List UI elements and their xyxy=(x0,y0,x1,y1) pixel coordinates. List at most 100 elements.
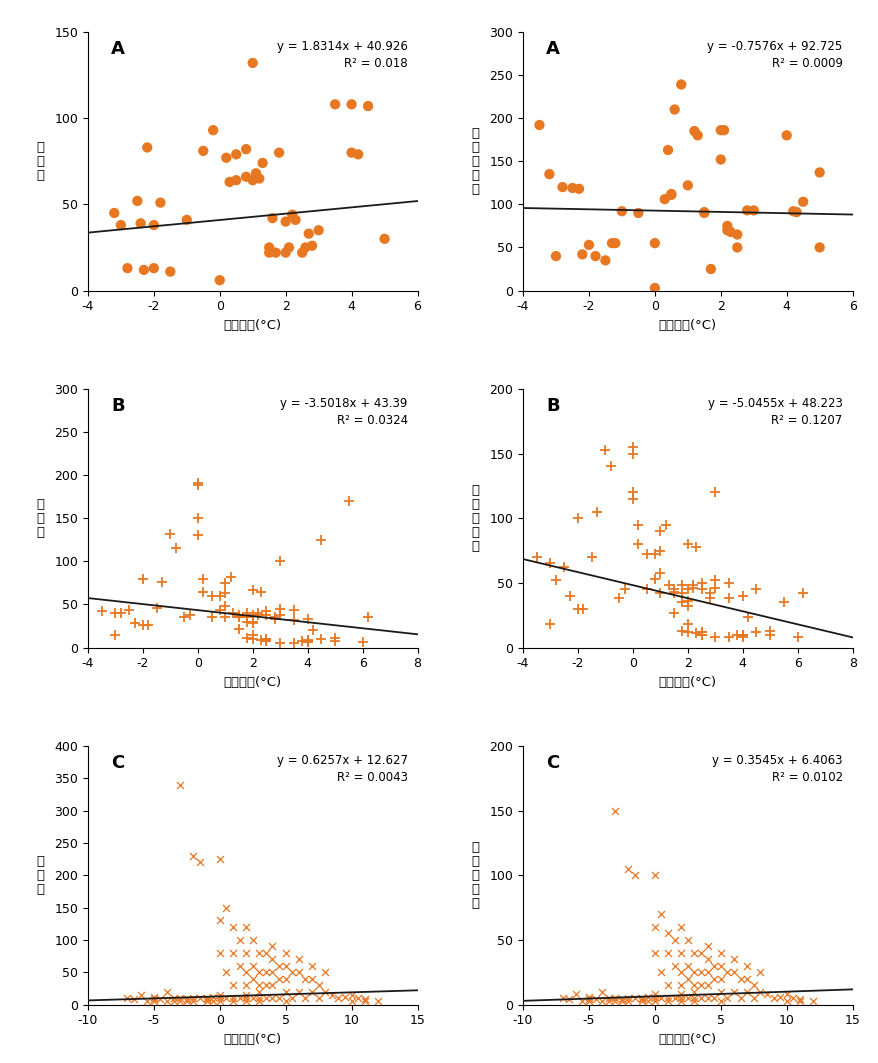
Point xyxy=(212,272,227,289)
Point xyxy=(220,990,234,1007)
Point xyxy=(218,609,232,626)
Point xyxy=(344,993,358,1010)
Point xyxy=(745,202,759,219)
Point xyxy=(647,546,661,563)
Point xyxy=(532,117,546,134)
Point xyxy=(155,574,169,591)
Point xyxy=(795,585,810,602)
Point xyxy=(730,239,744,256)
Point xyxy=(700,964,714,981)
Point xyxy=(660,990,674,1007)
Point xyxy=(702,585,716,602)
Point xyxy=(735,628,749,645)
Point xyxy=(647,944,661,961)
Point xyxy=(357,991,371,1008)
Point xyxy=(176,609,191,626)
Point xyxy=(140,139,155,156)
Point xyxy=(331,990,345,1007)
Point xyxy=(240,629,254,646)
Point xyxy=(259,632,273,649)
Point xyxy=(163,525,177,542)
Point xyxy=(687,944,701,961)
Point xyxy=(708,579,722,596)
Point xyxy=(598,441,612,458)
Point xyxy=(795,193,810,210)
Y-axis label: 발
생
수: 발 생 수 xyxy=(36,140,45,182)
Point xyxy=(284,206,299,223)
Point xyxy=(601,990,615,1007)
Point xyxy=(278,957,292,974)
Point xyxy=(779,126,793,144)
Point xyxy=(608,235,622,252)
Point xyxy=(180,212,194,229)
Point xyxy=(694,944,708,961)
Point xyxy=(581,236,595,253)
Point xyxy=(258,944,272,961)
Point xyxy=(114,217,128,234)
Point xyxy=(278,213,292,230)
Point xyxy=(790,628,804,645)
Point xyxy=(688,538,702,555)
Point xyxy=(226,944,240,961)
Point xyxy=(726,964,740,981)
Point xyxy=(557,559,571,576)
Text: y = 1.8314x + 40.926
R² = 0.018: y = 1.8314x + 40.926 R² = 0.018 xyxy=(277,39,407,70)
Point xyxy=(232,990,246,1007)
Point xyxy=(720,222,734,239)
Point xyxy=(205,993,220,1010)
Point xyxy=(779,992,793,1009)
Point xyxy=(160,993,174,1010)
Point xyxy=(199,990,213,1007)
Point xyxy=(137,261,151,279)
Point xyxy=(555,990,569,1007)
Point xyxy=(694,574,708,591)
Point xyxy=(252,993,266,1010)
Point xyxy=(674,577,688,594)
Point xyxy=(730,626,744,643)
Point xyxy=(773,989,787,1006)
Point xyxy=(278,983,292,1000)
Point xyxy=(120,990,134,1007)
Point xyxy=(258,977,272,994)
Point xyxy=(130,192,144,209)
Point xyxy=(284,990,299,1007)
Point xyxy=(788,204,802,221)
Text: A: A xyxy=(545,39,559,57)
Point xyxy=(721,574,735,591)
Point xyxy=(246,957,260,974)
Point xyxy=(246,931,260,948)
Point xyxy=(653,964,667,981)
Point xyxy=(664,186,678,203)
Point xyxy=(246,971,260,988)
Point xyxy=(259,630,273,647)
Point xyxy=(248,165,263,182)
Point xyxy=(327,96,342,113)
Point xyxy=(301,225,315,242)
Point xyxy=(284,964,299,981)
Point xyxy=(272,990,286,1007)
Point xyxy=(191,527,205,544)
Point xyxy=(229,172,243,189)
X-axis label: 평균기온(°C): 평균기온(°C) xyxy=(658,1033,716,1046)
Point xyxy=(259,603,273,620)
Point xyxy=(634,992,648,1009)
Point xyxy=(299,971,313,988)
Point xyxy=(361,608,375,625)
Point xyxy=(327,632,342,649)
Point xyxy=(205,608,219,625)
Point xyxy=(641,992,655,1009)
Point xyxy=(312,977,326,994)
Point xyxy=(674,594,688,611)
Point xyxy=(314,630,328,647)
Point xyxy=(625,490,639,507)
Text: y = 0.6257x + 12.627
R² = 0.0043: y = 0.6257x + 12.627 R² = 0.0043 xyxy=(277,754,407,783)
Point xyxy=(726,950,740,967)
Point xyxy=(286,635,300,652)
Point xyxy=(259,632,273,649)
Point xyxy=(246,630,260,647)
Point xyxy=(325,986,339,1003)
Point xyxy=(604,235,618,252)
Point xyxy=(615,991,629,1008)
Point xyxy=(371,993,385,1010)
Point xyxy=(627,990,641,1007)
